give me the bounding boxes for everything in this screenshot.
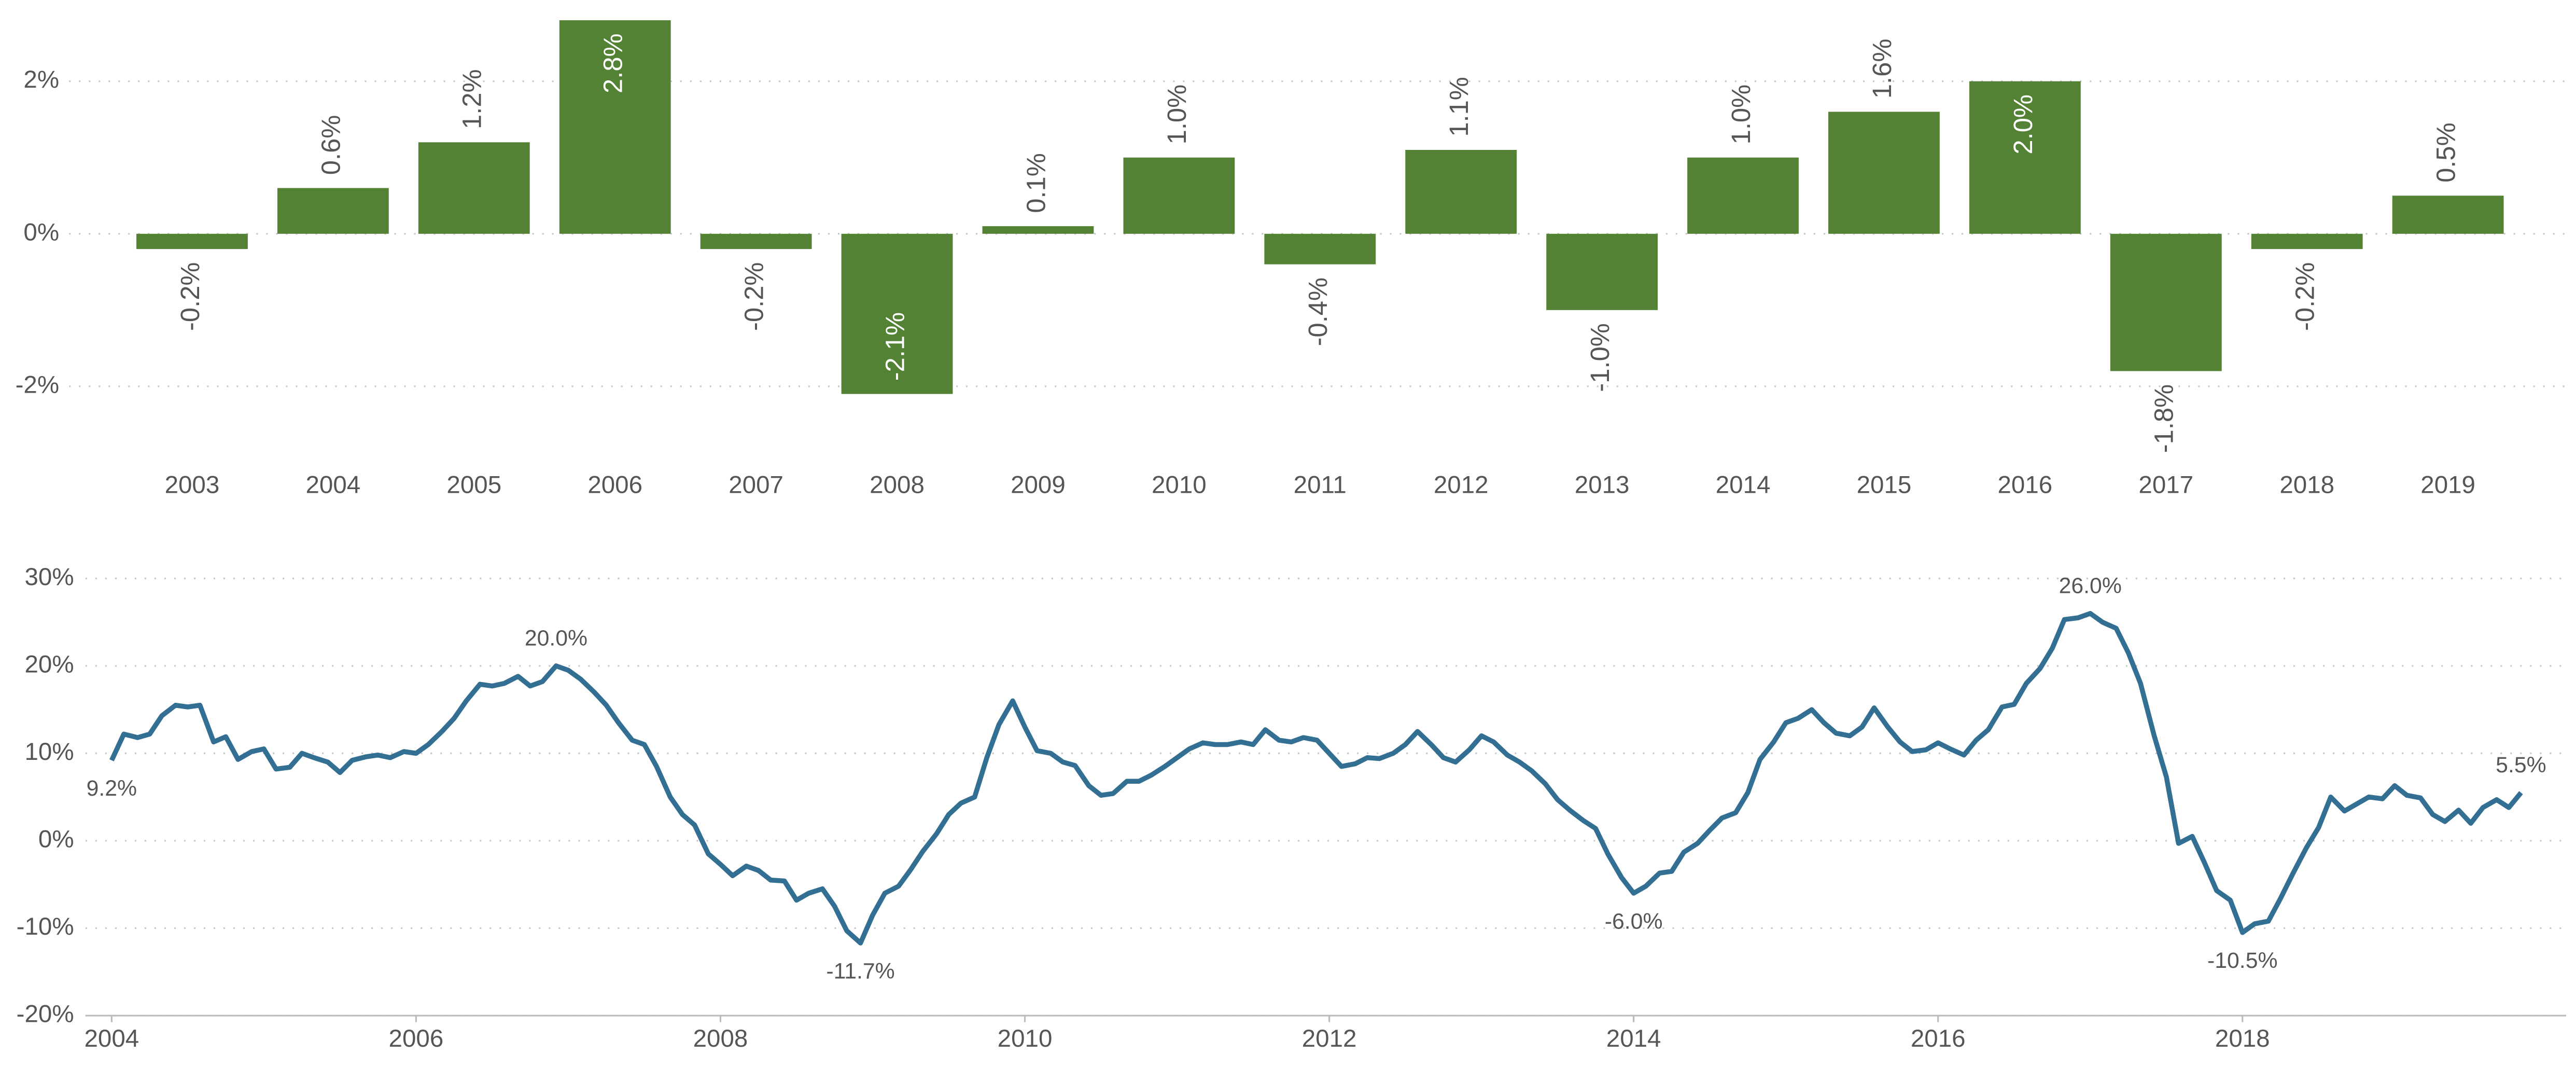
x-tick-label: 2005 [446, 471, 501, 498]
data-label: -1.8% [2149, 384, 2179, 453]
bar [559, 20, 671, 234]
data-label: -2.1% [880, 312, 909, 381]
data-label: -0.2% [739, 262, 769, 331]
x-tick-label: 2006 [587, 471, 642, 498]
bar [2251, 233, 2363, 249]
data-label: -0.2% [175, 262, 205, 331]
annotation: 5.5% [2496, 753, 2546, 778]
bar [136, 233, 248, 249]
annotation: 26.0% [2059, 573, 2122, 598]
annotation: -11.7% [826, 959, 894, 983]
bar [2110, 233, 2222, 371]
annotation: 9.2% [87, 776, 137, 801]
data-label: 0.6% [316, 115, 346, 175]
bar [1969, 81, 2081, 234]
data-label: 0.1% [1021, 153, 1051, 213]
data-label: 1.1% [1444, 77, 1474, 137]
annotation: -10.5% [2207, 948, 2278, 973]
x-tick-label: 2012 [1434, 471, 1489, 498]
y-tick-label: -10% [17, 913, 74, 940]
bar [700, 233, 812, 249]
data-label: 1.0% [1726, 85, 1756, 145]
x-tick-label: 2014 [1606, 1025, 1661, 1052]
bar [418, 142, 530, 234]
annotation: -6.0% [1605, 909, 1663, 934]
data-label: 1.2% [457, 69, 487, 129]
bar [841, 233, 953, 394]
data-label: 1.0% [1162, 85, 1192, 145]
data-label: 1.6% [1867, 39, 1897, 99]
x-tick-label: 2008 [693, 1025, 748, 1052]
annotation: 20.0% [525, 626, 587, 650]
x-tick-label: 2012 [1302, 1025, 1357, 1052]
y-tick-label: 2% [23, 66, 59, 93]
bar [1687, 157, 1799, 234]
bar [1405, 150, 1517, 234]
x-tick-label: 2014 [1716, 471, 1771, 498]
x-tick-label: 2016 [1911, 1025, 1966, 1052]
line-series [109, 610, 2523, 946]
bar [1264, 233, 1376, 265]
y-tick-label: 0% [23, 218, 59, 246]
x-tick-label: 2018 [2279, 471, 2334, 498]
x-tick-label: 2006 [389, 1025, 444, 1052]
data-label: 2.0% [2008, 94, 2038, 155]
x-tick-label: 2015 [1857, 471, 1912, 498]
y-tick-label: 0% [38, 825, 74, 853]
y-tick-label: 10% [24, 738, 74, 766]
x-tick-label: 2004 [306, 471, 361, 498]
data-label: -1.0% [1585, 323, 1615, 392]
x-tick-label: 2009 [1011, 471, 1066, 498]
x-tick-label: 2004 [84, 1025, 139, 1052]
x-tick-label: 2008 [870, 471, 925, 498]
bar [1546, 233, 1658, 310]
data-label: 0.5% [2431, 122, 2461, 183]
y-tick-label: 30% [24, 563, 74, 591]
x-tick-label: 2017 [2138, 471, 2193, 498]
bar [1828, 112, 1940, 234]
x-tick-label: 2016 [1998, 471, 2053, 498]
data-label: -0.2% [2290, 262, 2320, 331]
y-tick-label: -20% [17, 1001, 74, 1028]
x-tick-label: 2011 [1294, 471, 1347, 498]
x-tick-label: 2003 [165, 471, 220, 498]
y-tick-label: 20% [24, 650, 74, 678]
bar [1123, 157, 1235, 234]
bar [982, 226, 1094, 234]
bar [2392, 196, 2504, 234]
x-tick-label: 2019 [2420, 471, 2475, 498]
bar [277, 188, 389, 234]
x-tick-label: 2013 [1575, 471, 1630, 498]
y-tick-label: -2% [16, 371, 60, 398]
x-tick-label: 2010 [998, 1025, 1053, 1052]
x-tick-label: 2010 [1152, 471, 1207, 498]
x-tick-label: 2018 [2215, 1025, 2270, 1052]
data-label: -0.4% [1303, 277, 1333, 346]
x-tick-label: 2007 [729, 471, 783, 498]
data-label: 2.8% [598, 33, 628, 93]
